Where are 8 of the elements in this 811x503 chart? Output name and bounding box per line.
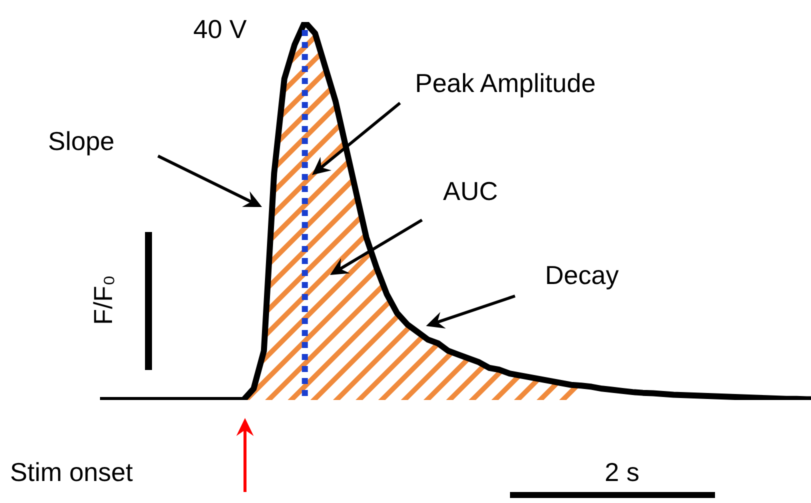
annotation: AUC: [443, 176, 498, 206]
annotation: Decay: [545, 260, 619, 290]
annotation: Peak Amplitude: [415, 68, 596, 98]
annotation: 40 V: [193, 14, 248, 44]
text: 2 s: [604, 457, 640, 487]
annotation: Slope: [48, 126, 114, 156]
text: Stim onset: [10, 457, 134, 487]
y-axis-title: F/F₀: [88, 275, 118, 325]
